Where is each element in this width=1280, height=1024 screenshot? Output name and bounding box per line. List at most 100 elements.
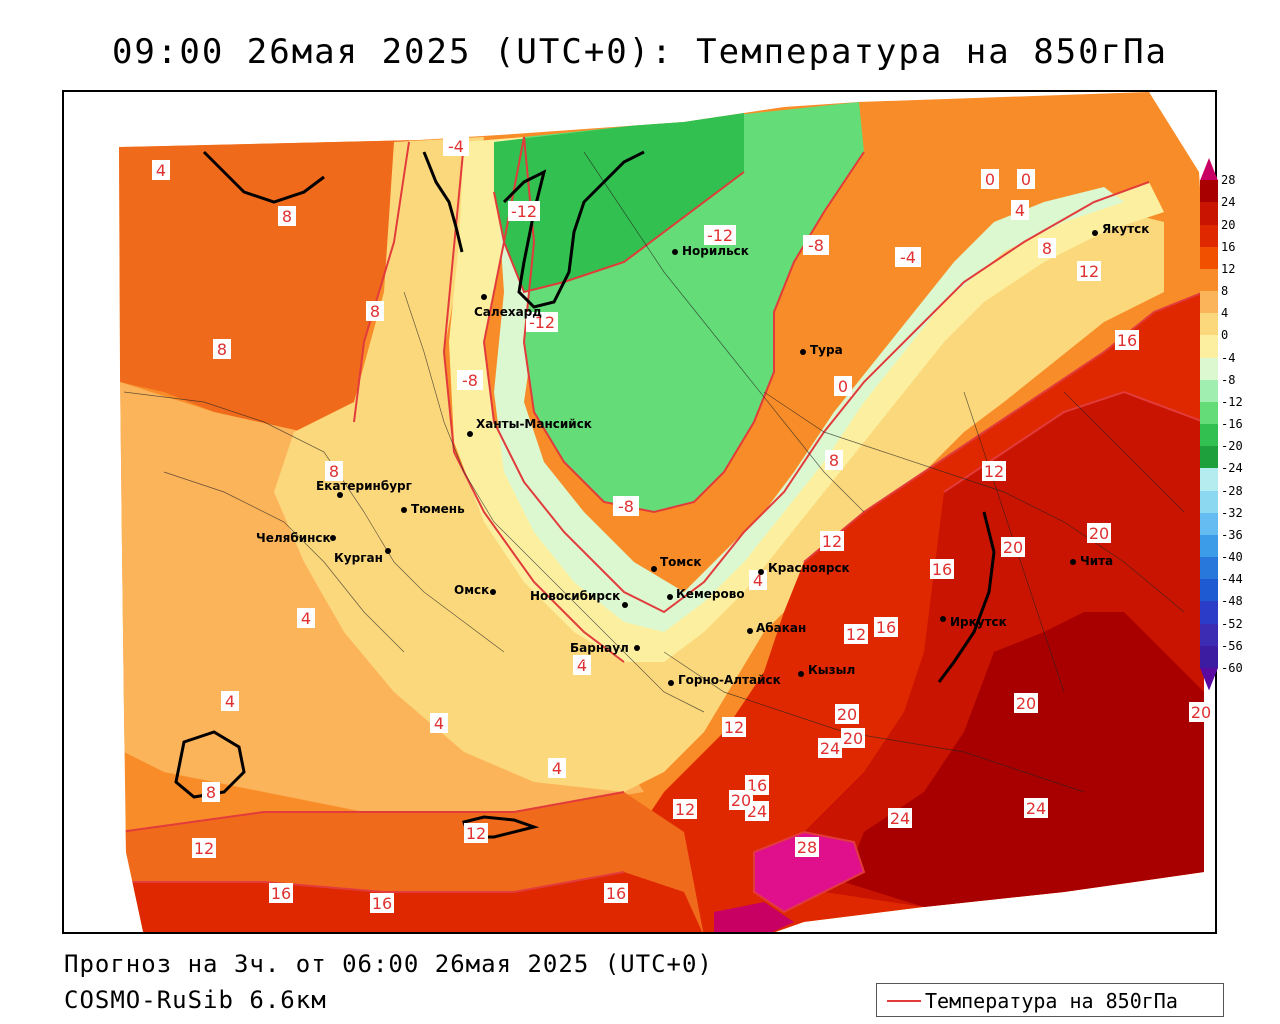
city-label: Якутск (1102, 222, 1149, 236)
colorbar-segment (1200, 601, 1218, 624)
colorbar-segment (1200, 291, 1218, 314)
isotherm-label: -4 (448, 137, 464, 156)
city-label: Курган (334, 551, 383, 565)
city-label: Екатеринбург (316, 479, 412, 493)
colorbar-segment (1200, 468, 1218, 491)
colorbar-segment (1200, 379, 1218, 403)
map-title: 09:00 26мая 2025 (UTC+0): Температура на… (111, 32, 1169, 72)
colorbar-tick-label: -16 (1221, 417, 1243, 431)
colorbar-tick-label: 16 (1221, 239, 1236, 254)
colorbar-segment (1200, 357, 1218, 381)
city-label: Тюмень (411, 502, 465, 516)
city-yekaterinburg: Екатеринбург (316, 479, 412, 498)
isotherm-label: 4 (225, 692, 235, 711)
city-label: Иркутск (950, 615, 1007, 629)
colorbar-tick-label: -44 (1221, 572, 1243, 587)
isotherm-label: 16 (876, 618, 896, 637)
city-chita: Чита (1070, 554, 1113, 568)
isotherm-label: 16 (1117, 331, 1137, 350)
city-salekhard: Салехард (474, 294, 542, 319)
isotherm-label: 12 (466, 824, 486, 843)
isotherm-label: -8 (618, 497, 634, 516)
isotherm-label: 20 (1089, 524, 1109, 543)
city-label: Томск (660, 555, 702, 569)
isotherm-label: 20 (1016, 694, 1036, 713)
city-label: Горно-Алтайск (678, 673, 781, 687)
city-tura: Тура (800, 343, 843, 357)
isotherm-label: 24 (1026, 799, 1046, 818)
city-kurgan: Курган (334, 548, 391, 565)
city-novosibirsk: Новосибирск (530, 589, 628, 608)
colorbar-tick-label: -24 (1221, 461, 1243, 476)
colorbar-tick-label: 20 (1221, 217, 1236, 232)
city-label: Кызыл (808, 663, 855, 677)
isotherm-label: 8 (282, 207, 292, 226)
city-label: Новосибирск (530, 589, 620, 603)
isotherm-label: 12 (194, 839, 214, 858)
city-irkutsk: Иркутск (940, 615, 1007, 629)
colorbar-segment (1200, 401, 1218, 425)
isotherm-label: 12 (675, 800, 695, 819)
colorbar-tick-label: -4 (1221, 350, 1236, 365)
city-label: Норильск (682, 244, 749, 258)
isotherm-label: 20 (843, 729, 863, 748)
isotherm-label: 8 (329, 462, 339, 481)
isotherm-labels: 4 8 8 8 8 4 4 4 8 12 16 16 12 16 -4 -12 … (152, 136, 1213, 913)
colorbar-segment (1200, 579, 1218, 602)
isotherm-label: 4 (156, 161, 166, 180)
isotherm-label: 16 (271, 884, 291, 903)
colorbar-tick-label: -32 (1221, 505, 1243, 520)
city-tomsk: Томск (651, 555, 702, 572)
city-label: Ханты-Мансийск (476, 417, 592, 431)
city-khanty-mansiysk: Ханты-Мансийск (467, 417, 592, 437)
isotherm-label: 8 (370, 302, 380, 321)
colorbar-tick-label: 4 (1221, 306, 1229, 321)
colorbar-tick-label: -12 (1221, 394, 1243, 409)
city-chelyabinsk: Челябинск (256, 531, 336, 545)
isotherm-label: 4 (1015, 201, 1025, 220)
colorbar-segment (1200, 557, 1218, 580)
isotherm-label: 24 (820, 739, 840, 758)
colorbar-segment (1200, 268, 1218, 292)
legend-label: Температура на 850гПа (925, 989, 1178, 1013)
colorbar-tick-label: -40 (1221, 550, 1243, 564)
isotherm-label: -4 (900, 248, 916, 267)
isotherm-label: 24 (890, 809, 910, 828)
city-label: Барнаул (570, 641, 629, 655)
colorbar-segment (1200, 335, 1218, 358)
colorbar-tick-label: 12 (1221, 261, 1236, 276)
colorbar-tick-label: -60 (1221, 660, 1243, 675)
isotherm-label: 4 (301, 609, 311, 628)
city-kemerovo: Кемерово (667, 587, 745, 601)
isotherm-label: 16 (606, 884, 626, 903)
temperature-fill (119, 92, 1204, 932)
colorbar-segment (1200, 313, 1218, 336)
coastlines (174, 150, 996, 839)
city-gorno-altaysk: Горно-Алтайск (668, 673, 781, 687)
legend: Температура на 850гПа (876, 983, 1224, 1017)
isotherm-label: 0 (1021, 170, 1031, 189)
model-name: COSMO-RuSib 6.6км (64, 986, 327, 1014)
isotherm-label: -8 (462, 371, 478, 390)
colorbar-segment (1200, 490, 1218, 514)
colorbar-segment (1200, 224, 1218, 248)
colorbar-segment (1200, 623, 1218, 647)
isotherm-label: 20 (1191, 703, 1211, 722)
city-label: Чита (1080, 554, 1113, 568)
colorbar-tick-label: -20 (1221, 439, 1243, 454)
isotherm-label: 4 (552, 759, 562, 778)
city-tyumen: Тюмень (401, 502, 465, 516)
isotherm-label: -12 (511, 202, 537, 221)
temperature-map: 4 8 8 8 8 4 4 4 8 12 16 16 12 16 -4 -12 … (119, 92, 1213, 932)
isotherm-label: -8 (808, 236, 824, 255)
isotherm-label: 8 (206, 783, 216, 802)
city-barnaul: Барнаул (570, 641, 640, 655)
isotherm-label: 12 (822, 532, 842, 551)
colorbar-segment (1200, 180, 1218, 203)
isotherm-label: 8 (217, 340, 227, 359)
isotherm-label: 16 (372, 894, 392, 913)
isotherm-label: 12 (1079, 262, 1099, 281)
legend-line-swatch (887, 1000, 921, 1002)
city-label: Тура (810, 343, 843, 357)
colorbar-segment (1200, 202, 1218, 225)
